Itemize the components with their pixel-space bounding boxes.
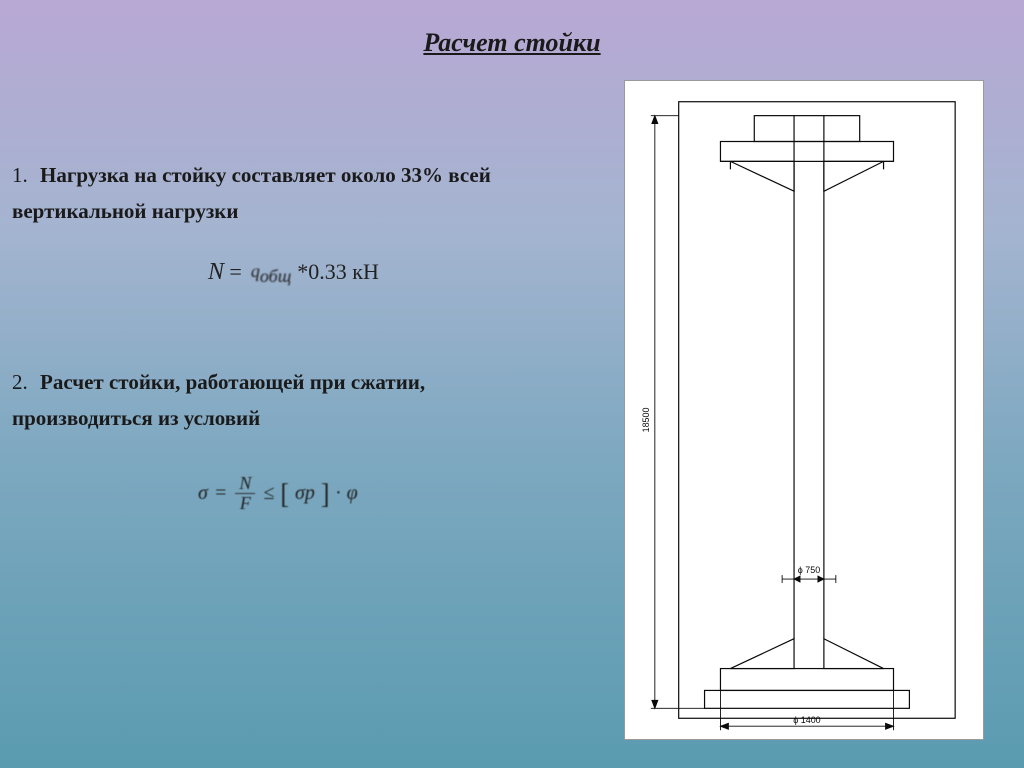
- fraction-denominator: F: [236, 494, 255, 513]
- item-continuation: производиться из условий: [8, 403, 582, 435]
- equals-sign: =: [228, 259, 243, 285]
- equals-sign: =: [214, 482, 228, 505]
- item-number: 2.: [8, 367, 40, 399]
- sigma: σ: [198, 482, 208, 505]
- item-lead-text: Расчет стойки, работающей при сжатии,: [40, 370, 425, 394]
- dot-operator: ·: [336, 482, 341, 505]
- phi: φ: [347, 482, 358, 505]
- list-item-1: 1. Нагрузка на стойку составляет около 3…: [8, 160, 582, 192]
- text-content: 1. Нагрузка на стойку составляет около 3…: [0, 160, 600, 513]
- dim-base-label: ϕ 1400: [793, 715, 820, 725]
- column-svg: 18500 ϕ 750 ϕ 1400: [625, 81, 983, 739]
- formula-1: N = qобщ *0.33 кН: [208, 257, 582, 287]
- formula-tail: *0.33 кН: [297, 259, 379, 285]
- dim-shaft-label: ϕ 750: [798, 565, 820, 575]
- sigma-p: σр: [295, 482, 315, 505]
- item-continuation: вертикальной нагрузки: [8, 196, 582, 228]
- fraction-numerator: N: [235, 474, 255, 494]
- list-item-2: 2. Расчет стойки, работающей при сжатии,: [8, 367, 582, 399]
- less-or-equal: ≤: [263, 482, 274, 505]
- formula-2: σ = N F ≤ [ σр ] · φ: [198, 474, 582, 513]
- formula-lhs: N: [208, 259, 224, 286]
- item-lead-text: Нагрузка на стойку составляет около 33% …: [40, 163, 491, 187]
- item-number: 1.: [8, 160, 40, 192]
- left-bracket: [: [280, 479, 289, 508]
- right-bracket: ]: [321, 479, 330, 508]
- column-drawing: 18500 ϕ 750 ϕ 1400: [624, 80, 984, 740]
- dim-height-label: 18500: [641, 407, 651, 432]
- formula-q-sub: общ: [260, 266, 291, 286]
- page-title: Расчет стойки: [0, 0, 1024, 68]
- fraction: N F: [235, 474, 255, 513]
- formula-q: q: [251, 261, 260, 281]
